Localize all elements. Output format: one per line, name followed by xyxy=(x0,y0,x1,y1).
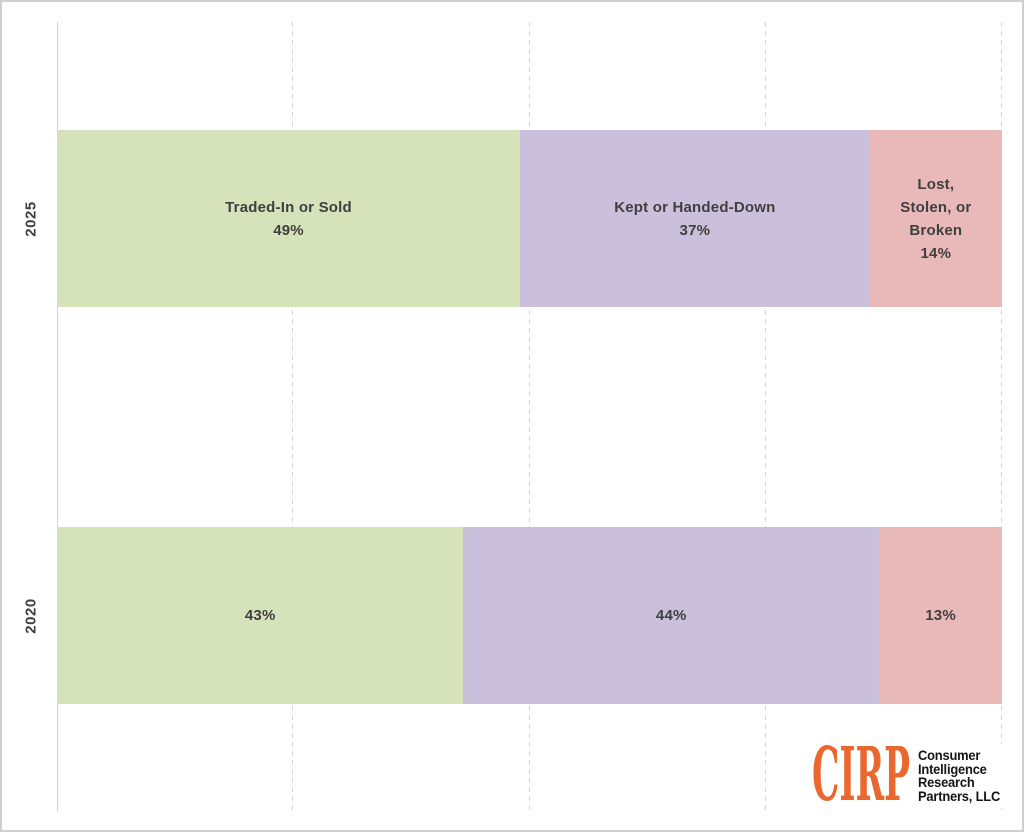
cirp-logo: CIRP Consumer Intelligence Research Partner… xyxy=(812,744,1017,808)
cirp-logo-acronym: CIRP xyxy=(812,745,910,807)
segment-2025-kept-or-handed-down: Kept or Handed-Down 37% xyxy=(520,130,870,307)
logo-text-line: Partners, LLC xyxy=(918,787,1001,804)
segment-label: 13% xyxy=(925,604,956,627)
segment-label-line: 13% xyxy=(925,607,956,624)
plot-area: Traded-In or Sold 49% Kept or Handed-Down 3… xyxy=(57,22,1002,812)
segment-2020-traded-in-or-sold: 43% xyxy=(57,527,464,704)
segment-label-line: Lost, xyxy=(917,175,955,193)
segment-label-line: Traded-In or Sold xyxy=(225,198,352,216)
segment-label-line: 14% xyxy=(920,244,952,262)
segment-label: 44% xyxy=(656,604,687,627)
segment-label-line: Broken xyxy=(909,221,963,239)
segment-label-line: 43% xyxy=(244,607,276,624)
segment-label: Kept or Handed-Down 37% xyxy=(614,196,775,242)
y-axis-label-2025: 2025 xyxy=(22,201,40,237)
logo-text-line: Consumer xyxy=(918,747,981,763)
gridline-25pct xyxy=(292,22,294,812)
segment-label: 43% xyxy=(245,604,276,627)
segment-label: Lost, Stolen, or Broken 14% xyxy=(900,173,971,265)
segment-label-line: Kept or Handed-Down xyxy=(614,198,776,216)
segment-label-line: 49% xyxy=(273,221,304,239)
segment-label-line: Stolen, or xyxy=(900,198,972,216)
segment-label: Traded-In or Sold 49% xyxy=(225,196,352,242)
gridline-100pct xyxy=(1001,22,1002,812)
logo-text-line: Intelligence xyxy=(918,760,987,777)
segment-label-line: 44% xyxy=(655,607,687,624)
segment-2025-traded-in-or-sold: Traded-In or Sold 49% xyxy=(57,130,521,307)
gridline-75pct xyxy=(764,22,766,812)
segment-2025-lost-stolen-or-broken: Lost, Stolen, or Broken 14% xyxy=(869,130,1002,307)
segment-2020-kept-or-handed-down: 44% xyxy=(463,527,880,704)
bar-row-2020: 43% 44% 13% xyxy=(57,527,1002,704)
y-axis-line xyxy=(57,22,58,812)
bar-row-2025: Traded-In or Sold 49% Kept or Handed-Down 3… xyxy=(57,130,1002,307)
segment-label-line: 37% xyxy=(679,221,711,239)
gridline-50pct xyxy=(528,22,530,812)
logo-text-line: Research xyxy=(918,774,975,790)
cirp-logo-company-name: Consumer Intelligence Research Partners, LL… xyxy=(918,747,1001,804)
segment-2020-lost-stolen-or-broken: 13% xyxy=(879,527,1002,704)
y-axis-label-2020: 2020 xyxy=(22,598,40,634)
cirp-logo-acronym-graphic: CIRP xyxy=(812,745,910,807)
